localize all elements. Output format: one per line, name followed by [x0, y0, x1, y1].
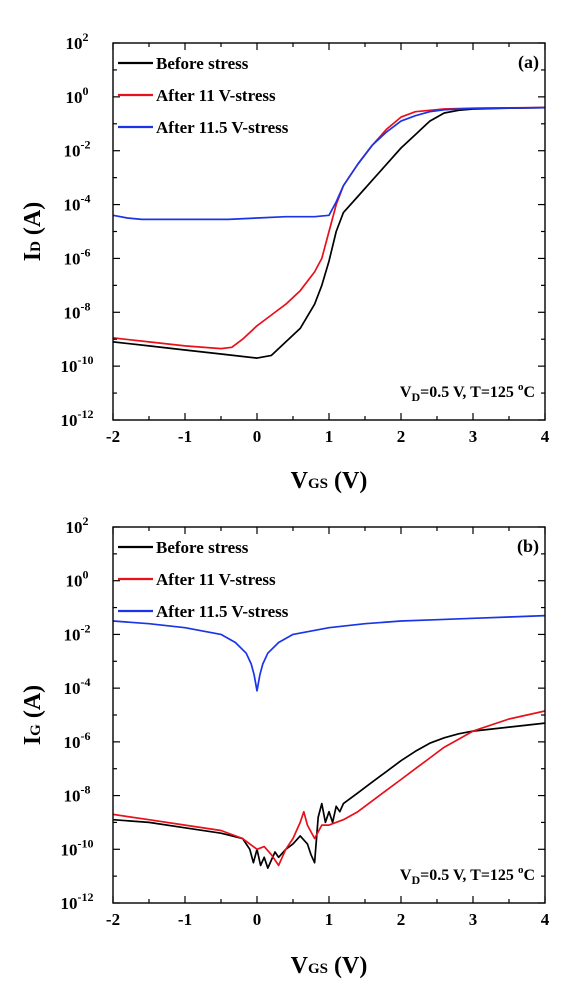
series-line-1 — [113, 106, 545, 359]
y-tick-label: 10-10 — [61, 353, 94, 376]
condition-annotation: VD=0.5 V, T=125 oC — [400, 381, 535, 404]
y-tick-label: 10-2 — [64, 621, 91, 644]
y-tick-label: 10-12 — [61, 890, 94, 913]
x-axis-label: VGS (V) — [291, 468, 368, 494]
y-tick-label: 10-6 — [64, 729, 91, 752]
y-axis-label: IG (A) — [20, 685, 46, 745]
x-tick-label: 2 — [397, 427, 406, 446]
chart-panel-2: -2 -1 0 1 2 3 4 102 100 10-2 10-4 10-6 10-8 10-10 10-1… — [20, 514, 550, 979]
x-tick-label: -1 — [178, 910, 192, 929]
x-tick-label: 3 — [469, 910, 478, 929]
y-tick-label: 10-8 — [64, 783, 91, 806]
x-tick-label: 4 — [541, 427, 550, 446]
series-line-1 — [113, 722, 545, 869]
y-tick-label: 10-4 — [64, 192, 91, 215]
x-tick-label: 4 — [541, 910, 550, 929]
x-axis-label: VGS (V) — [291, 953, 368, 979]
x-tick-label: 0 — [253, 427, 262, 446]
x-tick-label: 1 — [325, 427, 334, 446]
chart-panel-1: -2 -1 0 1 2 3 4 102 100 10-2 10-4 10-6 10-8 10-10 10-1… — [20, 30, 550, 494]
series-line-3 — [113, 614, 545, 692]
x-tick-label: 3 — [469, 427, 478, 446]
y-tick-label: 100 — [66, 568, 89, 591]
y-tick-label: 10-12 — [61, 407, 94, 430]
series-line-2 — [113, 106, 545, 350]
series-line-2 — [113, 710, 545, 867]
x-tick-label: -2 — [106, 910, 120, 929]
y-tick-label: 10-10 — [61, 836, 94, 859]
x-tick-label: -2 — [106, 427, 120, 446]
legend-label: Before stress — [156, 54, 249, 73]
panel-label: (b) — [517, 536, 539, 557]
x-tick-label: 0 — [253, 910, 262, 929]
legend-label: After 11.5 V-stress — [156, 602, 289, 621]
legend-label: After 11 V-stress — [156, 86, 276, 105]
y-tick-label: 100 — [66, 84, 89, 107]
x-tick-label: 1 — [325, 910, 334, 929]
y-tick-label: 10-8 — [64, 299, 91, 322]
legend-label: After 11 V-stress — [156, 570, 276, 589]
legend-label: After 11.5 V-stress — [156, 118, 289, 137]
legend: Before stress After 11 V-stress After 11.5… — [118, 54, 289, 137]
x-tick-label: 2 — [397, 910, 406, 929]
series-line-3 — [113, 106, 545, 221]
condition-annotation: VD=0.5 V, T=125 oC — [400, 864, 535, 887]
x-tick-label: -1 — [178, 427, 192, 446]
y-tick-label: 10-4 — [64, 675, 91, 698]
y-axis-label: ID (A) — [20, 202, 46, 262]
legend: Before stress After 11 V-stress After 11.5… — [118, 538, 289, 621]
legend-label: Before stress — [156, 538, 249, 557]
panel-label: (a) — [518, 52, 539, 73]
y-tick-label: 10-2 — [64, 138, 91, 161]
y-tick-label: 10-6 — [64, 245, 91, 268]
y-tick-label: 102 — [66, 514, 89, 537]
y-tick-label: 102 — [66, 30, 89, 53]
